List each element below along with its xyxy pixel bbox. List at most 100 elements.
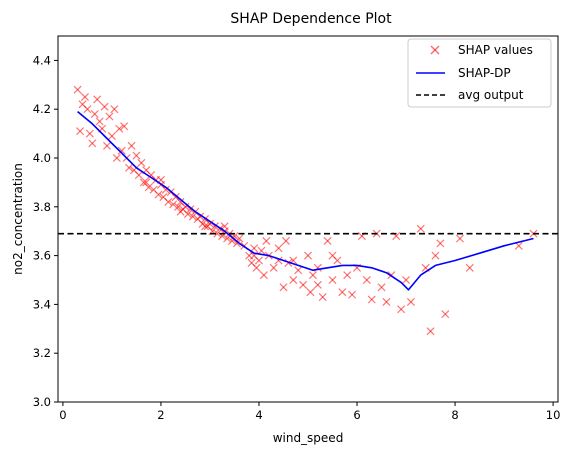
- shap-value-point: [137, 158, 146, 167]
- x-tick-label: 8: [451, 408, 458, 422]
- shap-value-point: [110, 105, 119, 114]
- shap-value-point: [115, 124, 124, 133]
- shap-value-point: [232, 239, 241, 248]
- shap-value-point: [299, 280, 308, 289]
- shap-value-point: [426, 327, 435, 336]
- x-axis: 0 2 4 6 8 10: [59, 402, 560, 422]
- shap-value-point: [176, 207, 185, 216]
- shap-value-point: [188, 212, 197, 221]
- shap-value-point: [169, 200, 178, 209]
- shap-value-point: [279, 283, 288, 292]
- series-layer: [58, 85, 558, 336]
- shap-value-point: [382, 297, 391, 306]
- shap-dp-line: [77, 110, 534, 291]
- x-tick-label: 4: [255, 408, 262, 422]
- shap-value-point: [306, 288, 315, 297]
- shap-value-point: [142, 178, 151, 187]
- shap-value-point: [431, 251, 440, 260]
- y-tick-label: 3.2: [33, 346, 51, 360]
- shap-value-point: [367, 295, 376, 304]
- shap-value-point: [107, 132, 116, 141]
- legend-label-shap-values: SHAP values: [458, 43, 533, 57]
- shap-value-point: [269, 263, 278, 272]
- shap-value-point: [402, 275, 411, 285]
- shap-value-point: [397, 305, 406, 314]
- shap-value-point: [205, 219, 214, 228]
- shap-value-point: [441, 310, 450, 319]
- legend-label-shap-dp: SHAP-DP: [458, 66, 511, 80]
- shap-value-point: [259, 271, 268, 280]
- shap-value-point: [252, 263, 261, 272]
- shap-value-point: [73, 85, 82, 94]
- y-tick-label: 3.8: [33, 200, 51, 214]
- shap-value-point: [102, 141, 112, 150]
- shap-value-point: [90, 110, 99, 119]
- shap-value-point: [323, 236, 332, 245]
- shap-value-point: [201, 222, 210, 231]
- legend: SHAP values SHAP-DP avg output: [407, 38, 552, 108]
- shap-value-point: [144, 183, 153, 192]
- shap-value-point: [262, 236, 271, 245]
- shap-value-point: [406, 297, 415, 306]
- shap-value-point: [465, 263, 474, 272]
- shap-value-point: [161, 185, 170, 194]
- shap-value-point: [105, 112, 114, 121]
- y-tick-label: 4.0: [33, 151, 51, 165]
- y-tick-label: 3.4: [33, 297, 51, 311]
- shap-value-point: [455, 234, 464, 243]
- shap-value-point: [257, 246, 266, 255]
- legend-label-avg-output: avg output: [458, 88, 524, 102]
- y-axis-label: no2_concentration: [11, 163, 25, 275]
- shap-value-point: [343, 271, 352, 280]
- shap-value-point: [83, 105, 92, 114]
- y-tick-label: 3.6: [33, 249, 51, 263]
- shap-value-point: [154, 190, 163, 199]
- shap-value-point: [213, 229, 222, 238]
- shap-value-point: [80, 92, 89, 102]
- x-axis-label: wind_speed: [273, 431, 344, 445]
- shap-value-point: [125, 163, 134, 172]
- shap-value-point: [174, 202, 183, 211]
- shap-value-point: [100, 102, 109, 111]
- shap-value-point: [289, 275, 298, 285]
- shap-value-point: [127, 141, 136, 150]
- shap-value-point: [76, 127, 85, 136]
- plot-frame: [57, 35, 559, 403]
- shap-value-point: [348, 290, 357, 299]
- shap-value-point: [303, 251, 313, 260]
- shap-value-point: [164, 197, 173, 206]
- shap-value-point: [117, 146, 126, 155]
- shap-value-point: [274, 244, 283, 253]
- shap-value-point: [377, 283, 386, 292]
- shap-value-point: [308, 271, 317, 280]
- legend-box: [407, 38, 552, 108]
- shap-value-point: [313, 280, 322, 289]
- shap-value-point: [338, 288, 347, 297]
- x-tick-label: 2: [157, 408, 164, 422]
- shap-value-point: [88, 139, 97, 148]
- shap-value-point: [93, 95, 102, 104]
- shap-value-point: [436, 239, 445, 248]
- shap-value-point: [362, 275, 371, 285]
- x-tick-label: 10: [546, 408, 561, 422]
- shap-value-point: [132, 151, 141, 160]
- shap-value-point: [95, 117, 104, 126]
- legend-marker-shap-values: [430, 45, 440, 55]
- shap-value-point: [134, 171, 143, 180]
- y-axis: 3.0 3.2 3.4 3.6 3.8 4.0 4.2 4.4: [33, 53, 58, 409]
- shap-value-point: [281, 236, 290, 245]
- x-tick-label: 6: [353, 408, 360, 422]
- y-tick-label: 4.2: [33, 102, 51, 116]
- x-tick-label: 0: [59, 408, 66, 422]
- shap-value-point: [120, 122, 129, 131]
- shap-value-point: [112, 153, 121, 163]
- shap-value-point: [186, 205, 195, 214]
- shap-value-point: [328, 251, 337, 260]
- y-tick-label: 3.0: [33, 395, 51, 409]
- y-tick-label: 4.4: [33, 53, 51, 67]
- shap-value-point: [294, 266, 303, 275]
- shap-value-point: [416, 224, 425, 233]
- shap-value-point: [328, 275, 337, 285]
- shap-value-point: [85, 129, 94, 138]
